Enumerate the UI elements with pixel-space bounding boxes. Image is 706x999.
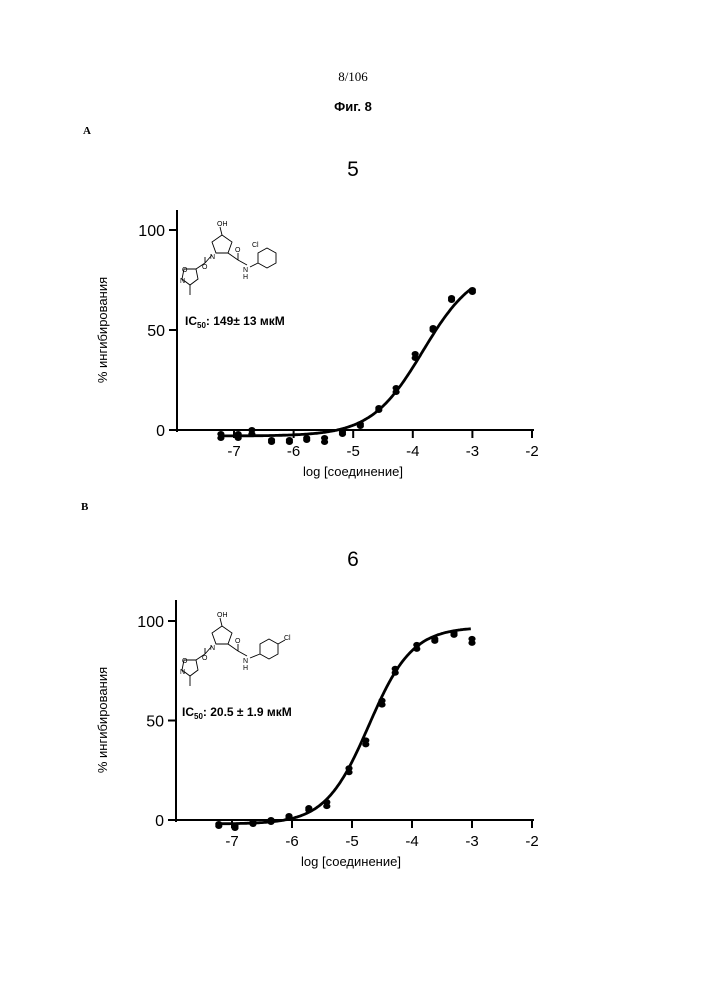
chart-a-data-point — [217, 435, 224, 441]
chart-b-data-point — [450, 630, 457, 636]
chart-b-data-point — [362, 737, 369, 743]
chart-b-data-point — [392, 666, 399, 672]
chart-b: 6 % ингибирования log [соединение] -7 -6 -… — [0, 499, 706, 899]
svg-text:N: N — [210, 645, 215, 652]
chart-b-x-tick-label: -5 — [345, 833, 358, 850]
svg-text:OH: OH — [217, 612, 228, 619]
chart-a: 5 % ингибирования log [соединение] -7 -6 -… — [0, 0, 706, 500]
molecule-structure-a: OH N O N H Cl O N O — [180, 221, 276, 295]
chart-b-y-tick-label: 100 — [137, 614, 164, 631]
chart-b-data-point — [249, 819, 256, 825]
chart-b-fit-curve — [220, 629, 471, 824]
svg-text:N: N — [180, 669, 185, 676]
svg-text:Cl: Cl — [252, 242, 259, 249]
chart-b-ic50: IC50: 20.5 ± 1.9 мкМ — [182, 705, 292, 721]
chart-a-ic50: IC50: 149± 13 мкМ — [185, 314, 285, 330]
chart-b-title: 6 — [347, 548, 359, 571]
svg-text:N: N — [210, 254, 215, 261]
chart-a-y-tick-label: 100 — [138, 223, 165, 240]
chart-b-x-tick-label: -7 — [225, 833, 238, 850]
chart-b-data-point — [305, 805, 312, 811]
chart-b-data-point — [378, 698, 385, 704]
chart-b-data-point — [215, 823, 222, 829]
svg-text:O: O — [202, 655, 208, 662]
svg-text:O: O — [202, 264, 208, 271]
chart-a-title: 5 — [347, 158, 359, 181]
chart-a-data-point — [235, 435, 242, 441]
chart-a-data-point — [448, 297, 455, 303]
chart-a-x-tick-label: -7 — [227, 443, 240, 460]
chart-a-data-point — [321, 439, 328, 445]
chart-a-x-tick-label: -6 — [287, 443, 300, 460]
svg-text:Cl: Cl — [284, 635, 291, 642]
chart-a-data-point — [286, 439, 293, 445]
chart-a-x-tick-label: -3 — [466, 443, 479, 460]
chart-a-data-point — [375, 405, 382, 411]
chart-a-fit-curve — [222, 289, 471, 436]
chart-b-data-point — [323, 799, 330, 805]
chart-b-x-tick-label: -4 — [405, 833, 418, 850]
chart-b-y-tick-label: 50 — [146, 714, 164, 731]
chart-a-x-tick-label: -4 — [406, 443, 419, 460]
chart-b-data-point — [231, 825, 238, 831]
svg-text:H: H — [243, 665, 248, 672]
svg-text:N: N — [243, 658, 248, 665]
chart-a-ylabel: % ингибирования — [95, 277, 110, 383]
chart-b-y-tick-label: 0 — [155, 813, 164, 830]
chart-b-x-tick-label: -3 — [465, 833, 478, 850]
svg-text:O: O — [182, 267, 188, 274]
chart-b-xlabel: log [соединение] — [301, 854, 401, 869]
chart-a-data-point — [357, 421, 364, 427]
svg-text:OH: OH — [217, 221, 228, 228]
chart-a-data-point — [339, 431, 346, 437]
chart-b-x-tick-label: -2 — [525, 833, 538, 850]
svg-text:O: O — [182, 658, 188, 665]
svg-text:N: N — [180, 278, 185, 285]
chart-b-data-point — [267, 817, 274, 823]
chart-a-data-point — [429, 325, 436, 331]
chart-b-data-point — [345, 765, 352, 771]
svg-text:N: N — [243, 267, 248, 274]
chart-b-data-point — [413, 642, 420, 648]
chart-b-data-point — [431, 636, 438, 642]
molecule-structure-b: OH N O N H Cl O N O — [180, 612, 291, 686]
chart-a-xlabel: log [соединение] — [303, 464, 403, 479]
chart-a-data-point — [268, 439, 275, 445]
svg-text:H: H — [243, 274, 248, 281]
chart-a-x-tick-label: -5 — [347, 443, 360, 460]
chart-a-y-tick-label: 50 — [147, 323, 165, 340]
chart-b-data-point — [468, 636, 475, 642]
chart-a-data-point — [248, 431, 255, 437]
svg-text:O: O — [235, 638, 241, 645]
chart-a-y-tick-label: 0 — [156, 423, 165, 440]
chart-a-data-point — [393, 385, 400, 391]
chart-a-data-point — [469, 289, 476, 295]
chart-b-data-point — [285, 813, 292, 819]
chart-a-data-point — [412, 351, 419, 357]
chart-b-ylabel: % ингибирования — [95, 667, 110, 773]
svg-text:O: O — [235, 247, 241, 254]
chart-a-data-point — [303, 437, 310, 443]
chart-a-x-tick-label: -2 — [525, 443, 538, 460]
chart-b-x-tick-label: -6 — [285, 833, 298, 850]
